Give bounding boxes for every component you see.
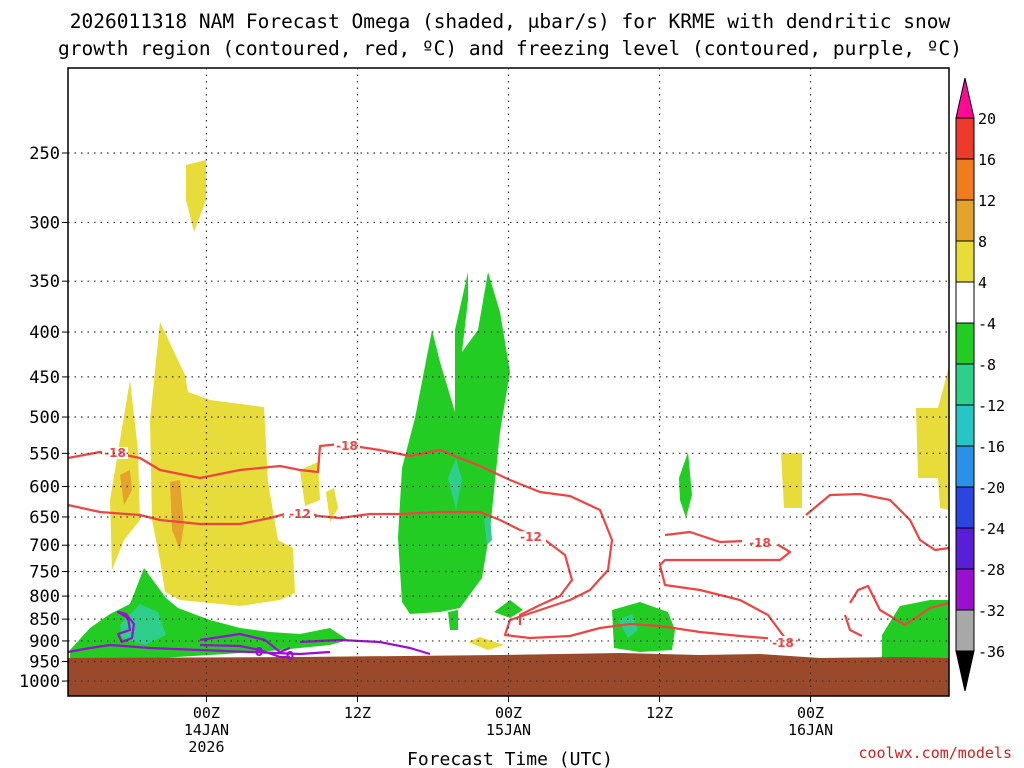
y-axis: 2503003504004505005506006507007508008509…: [19, 144, 68, 692]
colorbar-label: -36: [978, 643, 1005, 661]
colorbar-swatch: [955, 486, 975, 529]
colorbar-label: -16: [978, 438, 1005, 456]
sinking-omega-maxima: [120, 470, 184, 550]
colorbar-label: -12: [978, 397, 1005, 415]
chart-title-line-1: 2026011318 NAM Forecast Omega (shaded, μ…: [70, 10, 951, 33]
dgz-contours: [67, 442, 950, 642]
plot-area: -18 -18 -12 -12 -18 -18 0 0: [67, 67, 950, 697]
colorbar-label: 4: [978, 274, 987, 292]
colorbar-swatch: [955, 199, 975, 242]
y-tick-label: 950: [29, 653, 60, 673]
freezing-label: 0: [255, 645, 263, 659]
colorbar-label: -28: [978, 561, 1005, 579]
y-tick-label: 300: [29, 213, 60, 233]
colorbar-label: -20: [978, 479, 1005, 497]
freezing-label: 0: [286, 649, 294, 663]
y-tick-label: 600: [29, 477, 60, 497]
colorbar-label: 8: [978, 233, 987, 251]
colorbar-label: -4: [978, 315, 996, 333]
x-tick-label: 2026: [188, 738, 224, 756]
x-tick-label: 15JAN: [486, 721, 531, 739]
colorbar-swatch: [955, 609, 975, 652]
colorbar-max-arrow: [955, 77, 975, 119]
x-tick-label: 00Z: [797, 704, 824, 722]
dgz-label: -18: [749, 536, 771, 550]
colorbar-label: 20: [978, 110, 996, 128]
x-tick-label: 12Z: [646, 704, 673, 722]
freezing-level-contours: [67, 610, 431, 659]
x-tick-label: 00Z: [495, 704, 522, 722]
colorbar-label: 12: [978, 192, 996, 210]
colorbar-label: -8: [978, 356, 996, 374]
x-tick-label: 14JAN: [184, 721, 229, 739]
grid-vertical: [205, 68, 812, 696]
colorbar-label: 16: [978, 151, 996, 169]
y-tick-label: 850: [29, 610, 60, 630]
y-tick-label: 250: [29, 144, 60, 164]
y-tick-label: 550: [29, 444, 60, 464]
y-tick-label: 500: [29, 408, 60, 428]
chart-title-line-2: growth region (contoured, red, ºC) and f…: [58, 37, 962, 60]
colorbar-swatch: [955, 240, 975, 283]
y-tick-label: 800: [29, 587, 60, 607]
y-tick-label: 650: [29, 508, 60, 528]
dgz-contour-labels: -18 -18 -12 -12 -18 -18: [102, 439, 798, 650]
colorbar-swatch: [955, 281, 975, 324]
y-tick-label: 450: [29, 368, 60, 388]
colorbar-swatch: [955, 363, 975, 406]
credit-text: coolwx.com/models: [858, 744, 1012, 762]
x-tick-label: 16JAN: [788, 721, 833, 739]
colorbar-swatch: [955, 527, 975, 570]
colorbar-swatch: [955, 404, 975, 447]
x-tick-label: 00Z: [193, 704, 220, 722]
sinking-omega-shading: [110, 160, 949, 650]
y-tick-label: 900: [29, 632, 60, 652]
dgz-label: -12: [520, 530, 542, 544]
dgz-label: -12: [289, 507, 311, 521]
dgz-label: -18: [336, 439, 358, 453]
dgz-label: -18: [772, 636, 794, 650]
rising-omega-shading: [70, 272, 949, 658]
colorbar-min-arrow: [955, 650, 975, 692]
y-tick-label: 1000: [19, 672, 60, 692]
y-tick-label: 700: [29, 536, 60, 556]
y-tick-label: 400: [29, 323, 60, 343]
colorbar-swatch: [955, 445, 975, 488]
colorbar-swatch: [955, 568, 975, 611]
colorbar: 20 16 12 8 4 -4 -8 -12 -16 -20 -24 -28 -32 -36: [955, 77, 1005, 692]
rising-omega-maxima: [120, 458, 638, 645]
colorbar-swatch: [955, 158, 975, 201]
colorbar-swatch: [955, 117, 975, 160]
y-tick-label: 350: [29, 272, 60, 292]
y-tick-label: 750: [29, 562, 60, 582]
colorbar-label: -32: [978, 602, 1005, 620]
freezing-contour-labels: 0 0: [255, 645, 294, 663]
x-axis-label: Forecast Time (UTC): [407, 749, 613, 768]
x-tick-label: 12Z: [344, 704, 371, 722]
colorbar-label: -24: [978, 520, 1005, 538]
colorbar-swatch: [955, 322, 975, 365]
terrain-surface: [68, 653, 949, 696]
